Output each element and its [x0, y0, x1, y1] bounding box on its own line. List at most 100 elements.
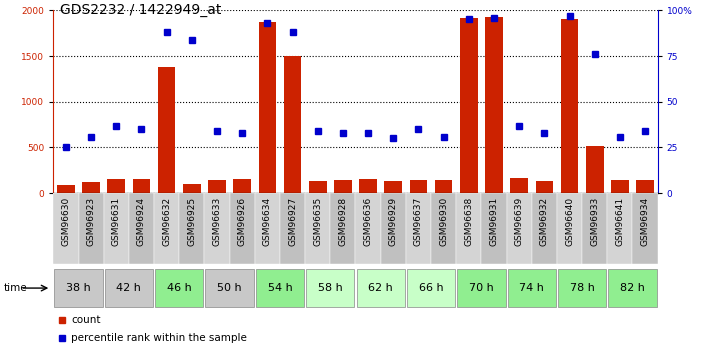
Bar [558, 269, 606, 307]
Bar [205, 269, 254, 307]
Text: 78 h: 78 h [570, 283, 594, 293]
Text: 82 h: 82 h [620, 283, 645, 293]
Bar [284, 56, 301, 193]
Bar [331, 193, 356, 264]
Bar [359, 179, 377, 193]
Bar [406, 193, 431, 264]
Text: GSM96930: GSM96930 [439, 197, 448, 246]
Bar [53, 193, 78, 264]
Bar [82, 182, 100, 193]
Text: 70 h: 70 h [469, 283, 493, 293]
Text: 58 h: 58 h [318, 283, 343, 293]
Bar [481, 193, 506, 264]
Bar [107, 179, 125, 193]
Bar [506, 193, 532, 264]
Bar [607, 193, 633, 264]
Bar [154, 193, 179, 264]
Bar [435, 180, 452, 193]
Text: 66 h: 66 h [419, 283, 444, 293]
Bar [256, 269, 304, 307]
Bar [105, 269, 153, 307]
Bar [532, 193, 557, 264]
Text: 50 h: 50 h [218, 283, 242, 293]
Text: GSM96934: GSM96934 [641, 197, 650, 246]
Text: GSM96929: GSM96929 [389, 197, 397, 246]
Text: GSM96639: GSM96639 [515, 197, 524, 246]
Bar [609, 269, 657, 307]
Bar [255, 193, 280, 264]
Text: GSM96632: GSM96632 [162, 197, 171, 246]
Bar [557, 193, 582, 264]
Bar [179, 193, 205, 264]
Bar [407, 269, 455, 307]
Bar [611, 180, 629, 193]
Bar [586, 146, 604, 193]
Bar [535, 181, 553, 193]
Text: GSM96931: GSM96931 [489, 197, 498, 246]
Bar [334, 180, 352, 193]
Bar [456, 193, 481, 264]
Bar [205, 193, 230, 264]
Bar [633, 193, 658, 264]
Text: GSM96634: GSM96634 [263, 197, 272, 246]
Text: 46 h: 46 h [167, 283, 191, 293]
Bar [460, 18, 478, 193]
Text: percentile rank within the sample: percentile rank within the sample [71, 333, 247, 343]
Bar [259, 22, 276, 193]
Bar [129, 193, 154, 264]
Text: GDS2232 / 1422949_at: GDS2232 / 1422949_at [60, 3, 222, 18]
Text: GSM96923: GSM96923 [87, 197, 95, 246]
Text: 62 h: 62 h [368, 283, 393, 293]
Bar [57, 185, 75, 193]
Bar [636, 180, 654, 193]
Text: GSM96637: GSM96637 [414, 197, 423, 246]
Bar [508, 269, 556, 307]
Bar [280, 193, 305, 264]
Bar [510, 178, 528, 193]
Text: GSM96933: GSM96933 [590, 197, 599, 246]
Bar [158, 67, 176, 193]
Text: 38 h: 38 h [66, 283, 91, 293]
Text: GSM96932: GSM96932 [540, 197, 549, 246]
Text: GSM96638: GSM96638 [464, 197, 474, 246]
Text: GSM96641: GSM96641 [616, 197, 624, 246]
Bar [380, 193, 406, 264]
Bar [54, 269, 102, 307]
Bar [306, 269, 355, 307]
Text: time: time [4, 283, 27, 293]
Bar [309, 181, 326, 193]
Bar [233, 179, 251, 193]
Bar [431, 193, 456, 264]
Bar [183, 184, 201, 193]
Bar [104, 193, 129, 264]
Bar [385, 181, 402, 193]
Text: GSM96630: GSM96630 [61, 197, 70, 246]
Text: GSM96635: GSM96635 [314, 197, 322, 246]
Bar [230, 193, 255, 264]
Text: GSM96631: GSM96631 [112, 197, 121, 246]
Text: 74 h: 74 h [519, 283, 544, 293]
Text: 54 h: 54 h [267, 283, 292, 293]
Text: GSM96633: GSM96633 [213, 197, 222, 246]
Bar [133, 179, 150, 193]
Text: GSM96926: GSM96926 [237, 197, 247, 246]
Bar [356, 193, 380, 264]
Bar [457, 269, 506, 307]
Bar [410, 180, 427, 193]
Text: GSM96640: GSM96640 [565, 197, 574, 246]
Text: 42 h: 42 h [117, 283, 141, 293]
Text: GSM96928: GSM96928 [338, 197, 348, 246]
Text: GSM96924: GSM96924 [137, 197, 146, 246]
Bar [582, 193, 607, 264]
Bar [208, 180, 226, 193]
Bar [561, 20, 578, 193]
Text: count: count [71, 315, 101, 325]
Bar [305, 193, 331, 264]
Bar [485, 17, 503, 193]
Bar [78, 193, 104, 264]
Text: GSM96636: GSM96636 [363, 197, 373, 246]
Bar [155, 269, 203, 307]
Text: GSM96925: GSM96925 [187, 197, 196, 246]
Text: GSM96927: GSM96927 [288, 197, 297, 246]
Bar [356, 269, 405, 307]
